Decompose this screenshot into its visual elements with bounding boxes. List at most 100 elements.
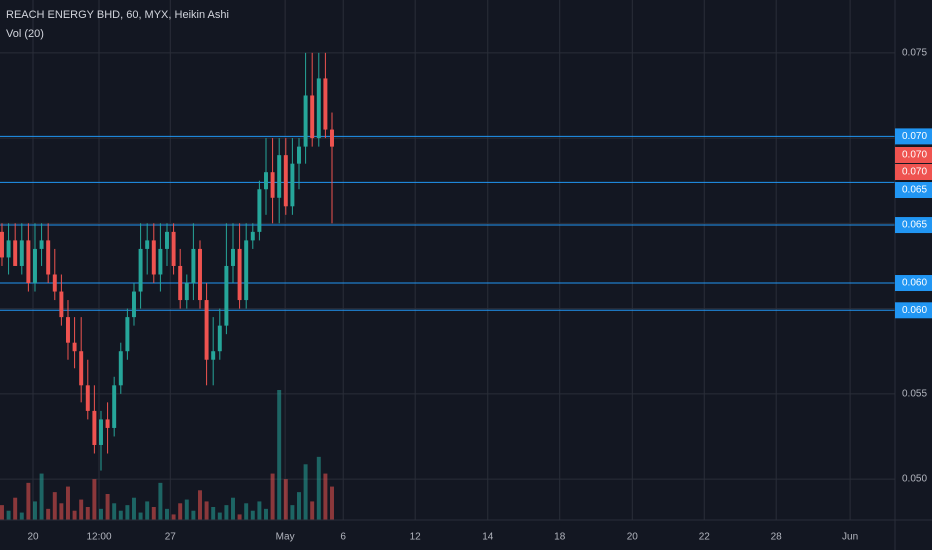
volume-bar: [290, 505, 295, 520]
volume-bar: [33, 501, 37, 520]
candle-body: [330, 129, 334, 147]
volume-bar: [330, 486, 334, 520]
candle-body: [264, 172, 268, 190]
price-line-label: 0.070: [902, 131, 927, 142]
candle-body: [0, 231, 4, 258]
candle-body: [145, 240, 150, 249]
candle-body: [46, 240, 51, 275]
candle-body: [112, 385, 117, 428]
candle-body: [92, 410, 97, 445]
volume-bar: [151, 507, 156, 520]
candle-body: [191, 248, 196, 284]
candle-body: [79, 351, 84, 386]
volume-bar: [79, 499, 84, 520]
volume-bar: [303, 464, 308, 520]
candle-body: [231, 248, 235, 266]
candle-body: [277, 155, 282, 198]
volume-bar: [323, 473, 328, 520]
candle-body: [125, 317, 130, 352]
candle-body: [310, 95, 315, 139]
last-price-box: [895, 164, 932, 180]
volume-bar: [145, 501, 150, 520]
volume-bar: [59, 503, 64, 520]
candle-body: [85, 385, 90, 411]
candle-body: [303, 95, 308, 147]
volume-bar: [0, 505, 4, 520]
volume-bar: [13, 497, 18, 520]
volume-bar: [26, 482, 31, 520]
volume-bar: [171, 514, 176, 520]
candle-body: [151, 240, 156, 275]
candle-body: [217, 325, 222, 352]
volume-bar: [6, 510, 11, 520]
volume-bar: [39, 473, 44, 520]
volume-bar: [105, 494, 110, 520]
volume-bar: [158, 482, 163, 520]
candle-body: [290, 163, 295, 207]
x-tick-label: 6: [340, 532, 346, 543]
candle-body: [178, 265, 183, 301]
candle-body: [66, 317, 70, 343]
volume-bar: [66, 486, 70, 520]
x-tick-label: 28: [771, 532, 783, 543]
y-tick-label: 0.050: [902, 474, 927, 485]
volume-bar: [72, 510, 77, 520]
volume-bar: [112, 503, 117, 520]
volume-bar: [283, 479, 288, 520]
candle-body: [171, 231, 176, 266]
volume-bar: [85, 507, 90, 520]
candle-body: [323, 78, 328, 130]
candle-body: [99, 419, 103, 445]
candle-body: [283, 155, 288, 207]
candle-body: [316, 78, 321, 139]
x-tick-label: May: [276, 532, 295, 543]
axis-layer: 0.050 0.055 0.060 0.065 0.070 0.075 20 12:00 27 M…: [27, 47, 932, 543]
candle-body: [105, 419, 110, 428]
volume-bar: [224, 505, 229, 520]
price-line-layer: [0, 135, 895, 311]
price-line-label: 0.065: [902, 185, 927, 196]
volume-bar: [257, 501, 262, 520]
x-tick-label: 20: [627, 532, 639, 543]
volume-bar: [316, 456, 321, 520]
volume-bar: [118, 510, 123, 520]
price-line-label: 0.060: [902, 305, 927, 316]
x-tick-label: 12:00: [86, 532, 111, 543]
y-tick-label: 0.075: [902, 47, 927, 58]
volume-bar: [297, 492, 301, 520]
price-line-box: [895, 217, 932, 234]
volume-bar: [92, 479, 97, 520]
candle-body: [132, 291, 136, 318]
candle-body: [59, 291, 64, 318]
candle-body: [118, 351, 123, 386]
volume-bar: [270, 473, 275, 520]
candle-body: [52, 274, 57, 292]
candle-body: [26, 240, 31, 284]
price-line-box: [895, 128, 932, 145]
volume-bar: [198, 490, 202, 520]
candle-body: [250, 231, 255, 241]
candle-body: [72, 342, 77, 352]
chart-title: REACH ENERGY BHD, 60, MYX, Heikin Ashi: [6, 9, 229, 21]
volume-label: Vol (20): [6, 28, 44, 40]
volume-bar: [125, 505, 130, 520]
volume-bar: [165, 508, 169, 520]
volume-bar: [52, 492, 57, 520]
volume-bar: [184, 499, 189, 520]
candle-body: [19, 240, 24, 266]
candle-body: [165, 231, 169, 249]
volume-bar: [264, 508, 268, 520]
x-tick-label: 14: [482, 532, 494, 543]
last-price-label: 0.070: [902, 167, 927, 178]
x-tick-label: 18: [554, 532, 566, 543]
y-tick-label: 0.055: [902, 388, 927, 399]
volume-bar: [99, 508, 103, 520]
candle-layer: [0, 52, 334, 471]
price-line-box: [895, 182, 932, 198]
volume-bar: [231, 497, 235, 520]
volume-bar: [310, 501, 315, 520]
candle-body: [6, 240, 11, 258]
x-tick-label: Jun: [842, 532, 858, 543]
volume-layer: [0, 390, 334, 520]
